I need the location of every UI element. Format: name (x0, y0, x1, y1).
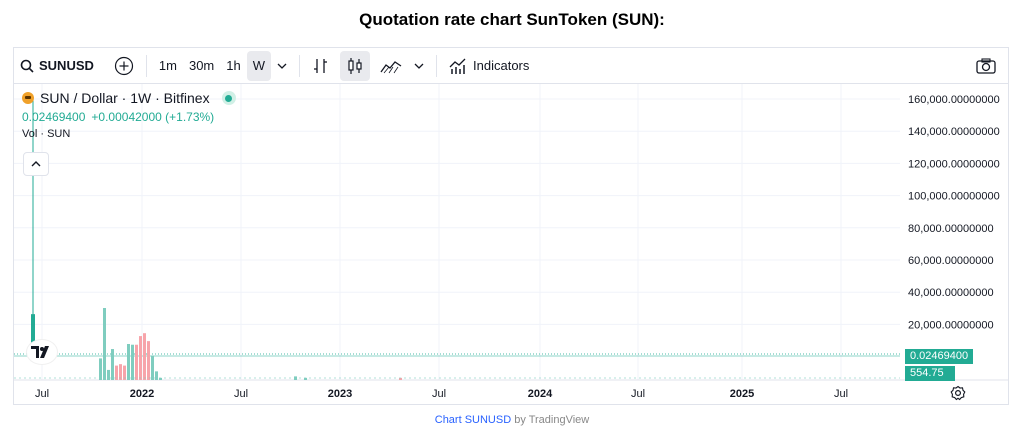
price-tick-label: 120,000.00000000 (908, 158, 1000, 170)
camera-icon (976, 57, 996, 74)
legend-title: SUN / Dollar · 1W · Bitfinex (40, 90, 210, 106)
legend-change: +0.00042000 (+1.73%) (91, 110, 215, 124)
price-tick-label: 20,000.00000000 (908, 319, 994, 331)
volume-bar (399, 377, 402, 380)
volume-bar (103, 308, 106, 380)
toolbar-divider (436, 54, 438, 77)
area-chart-icon (380, 60, 402, 73)
time-axis-label: 2025 (730, 388, 754, 400)
volume-bar (147, 341, 150, 380)
volume-bar (143, 333, 146, 380)
tradingview-logo[interactable] (27, 340, 57, 364)
time-axis-label: Jul (834, 388, 848, 400)
time-axis-label: 2023 (328, 388, 352, 400)
volume-bar (127, 344, 130, 380)
volume-bar (139, 336, 142, 380)
volume-bar (107, 369, 110, 380)
interval-30m[interactable]: 30m (188, 58, 215, 73)
toolbar-divider (145, 54, 147, 77)
chevron-up-icon (31, 161, 41, 167)
volume-bar (123, 365, 126, 380)
chart-toolbar: SUNUSD 1m 30m 1h W Indicators (14, 48, 1008, 84)
interval-1h[interactable]: 1h (226, 58, 241, 73)
gear-icon (954, 389, 962, 397)
market-open-icon (221, 91, 236, 105)
indicators-label: Indicators (473, 58, 530, 73)
volume-label: Vol · SUN (22, 128, 71, 140)
volume-bar (304, 377, 307, 380)
price-tick-label: 80,000.00000000 (908, 223, 994, 235)
plus-circle-icon (114, 56, 134, 75)
sun-coin-icon (22, 92, 34, 104)
symbol-label: SUNUSD (39, 58, 94, 73)
search-icon (20, 59, 34, 73)
price-tick-label: 60,000.00000000 (908, 255, 994, 267)
current-price-tag: 0.02469400 (905, 349, 973, 364)
time-axis-label: Jul (35, 388, 49, 400)
volume-bar (151, 355, 154, 380)
chart-settings-button[interactable] (950, 385, 966, 401)
interval-dropdown[interactable] (271, 51, 293, 81)
interval-1m[interactable]: 1m (158, 58, 177, 73)
chart-legend: SUN / Dollar · 1W · Bitfinex 0.02469400 … (22, 90, 236, 140)
legend-price: 0.02469400 (22, 110, 86, 124)
volume-bar (159, 377, 162, 380)
volume-bar (119, 364, 122, 380)
time-axis-label: Jul (631, 388, 645, 400)
snapshot-button[interactable] (970, 51, 1002, 81)
volume-bar (99, 358, 102, 380)
compare-button[interactable] (108, 51, 140, 81)
tradingview-logo-icon (31, 346, 49, 358)
bars-style-button[interactable] (306, 51, 336, 81)
price-chart[interactable]: 160,000.00000000 140,000.00000000 120,000.… (14, 84, 1008, 404)
symbol-search-button[interactable]: SUNUSD (14, 51, 100, 81)
time-axis-label: 2024 (528, 388, 553, 400)
volume-bar (155, 371, 158, 380)
chevron-down-icon (414, 63, 424, 69)
time-axis-label: Jul (432, 388, 446, 400)
candles-icon (348, 57, 362, 74)
candles-style-button[interactable] (340, 50, 371, 81)
indicators-icon (449, 58, 466, 74)
price-tick-label: 140,000.00000000 (908, 126, 1000, 138)
page-title: Quotation rate chart SunToken (SUN): (359, 10, 665, 29)
candle-body (31, 314, 35, 354)
price-tick-label: 100,000.00000000 (908, 191, 1000, 203)
chart-symbol-link[interactable]: Chart SUNUSD (434, 414, 512, 426)
area-style-button[interactable] (374, 51, 408, 81)
price-tick-label: 40,000.00000000 (908, 287, 994, 299)
current-volume-tag: 554.75 K (905, 366, 955, 394)
chart-style-dropdown[interactable] (408, 51, 430, 81)
time-axis-label: Jul (234, 388, 248, 400)
volume-bar (111, 349, 114, 380)
footer-by-text: by TradingView (514, 414, 590, 426)
price-tick-label: 160,000.00000000 (908, 94, 1000, 106)
volume-bar (135, 344, 138, 380)
chart-widget[interactable]: SUNUSD 1m 30m 1h W Indicators (13, 47, 1009, 405)
volume-bar (115, 365, 118, 380)
toolbar-divider (299, 54, 301, 77)
interval-week[interactable]: W (246, 50, 272, 81)
chart-footer: Chart SUNUSD by TradingView (0, 414, 1024, 426)
indicators-button[interactable]: Indicators (443, 51, 535, 81)
volume-bar (131, 344, 134, 380)
chevron-down-icon (277, 63, 287, 69)
collapse-legend-button[interactable] (23, 152, 49, 176)
time-axis-label: 2022 (130, 388, 154, 400)
bars-icon (314, 58, 328, 73)
